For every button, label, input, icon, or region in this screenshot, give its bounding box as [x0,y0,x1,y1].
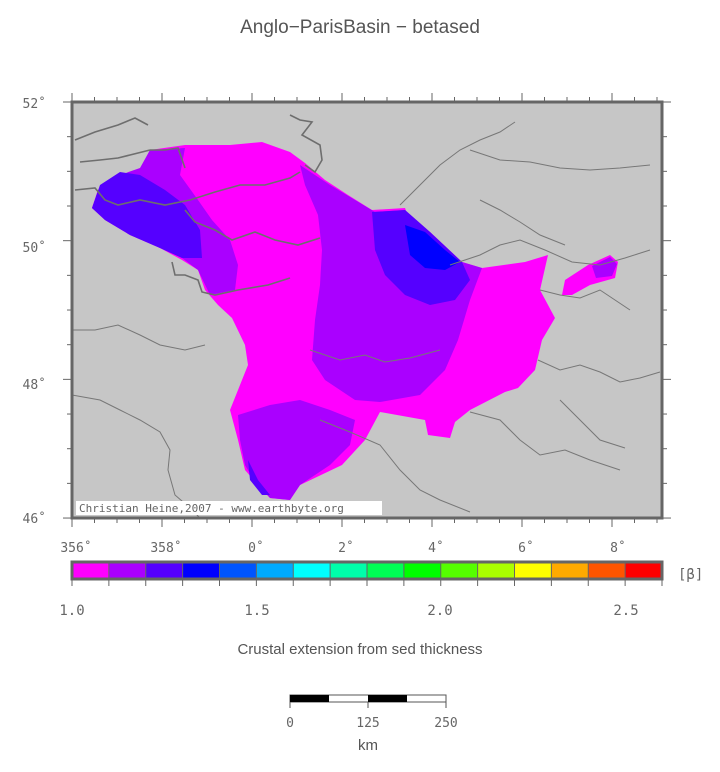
map-title: Anglo−ParisBasin − betased [240,17,480,38]
lat-label-48: 48˚ [23,377,46,393]
colorbar [72,562,663,579]
colorbar-cell [145,562,184,579]
coastlines [74,114,323,296]
colorbar-cell [514,562,552,579]
basin-purple-south [238,400,355,500]
lon-labels: 356˚ 358˚ 0˚ 2˚ 4˚ 6˚ 8˚ [60,540,625,556]
scale-bar [289,694,447,708]
basin-blue-west [248,460,270,495]
colorbar-cell [403,562,442,579]
colorbar-labels: 1.0 1.5 2.0 2.5 [59,603,638,619]
scale-bar-labels: 0 125 250 [286,716,458,731]
lat-labels: 52˚ 50˚ 48˚ 46˚ [23,96,46,527]
lon-label-8: 8˚ [610,540,626,556]
lon-label-6: 6˚ [518,540,534,556]
scale-label-250: 250 [434,716,457,731]
lon-label-2: 2˚ [338,540,354,556]
colorbar-cell [108,562,147,579]
map-content [72,114,661,518]
colorbar-cell [293,562,331,579]
colorbar-cell [182,562,220,579]
colorbar-cell [256,562,294,579]
colorbar-label-2-5: 2.5 [613,603,638,619]
colorbar-cell [367,562,405,579]
colorbar-label-1-0: 1.0 [59,603,84,619]
colorbar-cell [440,562,479,579]
lon-label-356: 356˚ [60,540,91,556]
colorbar-cell [551,562,589,579]
lat-label-46: 46˚ [23,511,46,527]
scale-bar-unit: km [358,737,378,754]
colorbar-cell [588,562,626,579]
colorbar-ticks [71,579,663,586]
basin-violet-west [92,172,202,258]
lon-label-0: 0˚ [248,540,264,556]
colorbar-cell [477,562,515,579]
credit-text: Christian Heine,2007 - www.earthbyte.org [79,502,344,515]
map-ticks [63,93,671,527]
colorbar-unit: [β] [678,567,703,583]
credit-box [76,501,382,515]
lon-label-358: 358˚ [150,540,181,556]
colorbar-label-2-0: 2.0 [427,603,452,619]
colorbar-cell [219,562,257,579]
basin-purple-zone [300,165,482,402]
colorbar-cell [625,562,663,579]
basin-blue-core [405,225,460,270]
scale-label-0: 0 [286,716,294,731]
lat-label-50: 50˚ [23,240,46,256]
caption: Crustal extension from sed thickness [237,641,483,658]
lat-label-52: 52˚ [23,96,46,112]
colorbar-cell [330,562,368,579]
colorbar-cell [72,562,110,579]
colorbar-label-1-5: 1.5 [244,603,269,619]
scale-label-125: 125 [356,716,379,731]
lon-label-4: 4˚ [428,540,444,556]
